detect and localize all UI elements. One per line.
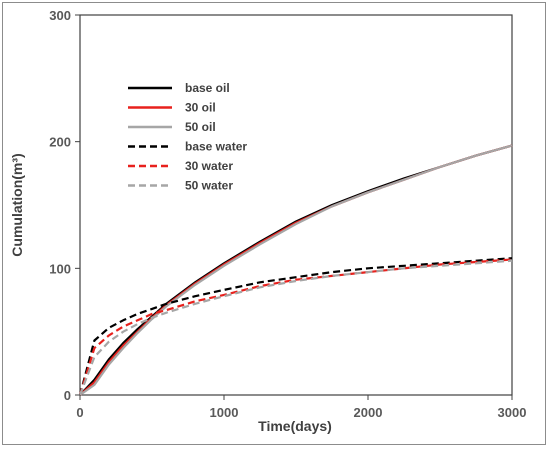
- tick-layer: 0 1000 2000 3000 0 100 200 300: [49, 8, 526, 420]
- series-line-4: [78, 257, 513, 396]
- x-axis-title: Time(days): [258, 418, 332, 434]
- plot-border: [79, 14, 513, 396]
- legend: base oil 30 oil 50 oil base water 30 water 50…: [128, 81, 247, 193]
- legend-label-4: base water: [185, 140, 247, 154]
- legend-label-1: base oil: [185, 81, 230, 95]
- series-line-2: [79, 144, 513, 396]
- legend-label-5: 30 water: [185, 159, 233, 173]
- series-line-3: [79, 144, 513, 396]
- x-tick-label: 0: [76, 405, 83, 420]
- legend-label-3: 50 oil: [185, 120, 216, 134]
- legend-label-6: 50 water: [185, 179, 233, 193]
- y-tick-label: 200: [49, 135, 71, 150]
- plot-area: [79, 14, 513, 396]
- chart-frame: [2, 2, 546, 445]
- y-tick-label: 100: [49, 261, 71, 276]
- x-tick-label: 2000: [354, 405, 383, 420]
- legend-label-2: 30 oil: [185, 101, 216, 115]
- series-line-1: [79, 144, 513, 396]
- y-axis-title: Cumulation(m³): [9, 153, 25, 256]
- x-tick-label: 1000: [210, 405, 239, 420]
- series-layer: [78, 144, 513, 396]
- y-tick-label: 300: [49, 8, 71, 23]
- series-line-6: [78, 259, 513, 396]
- x-tick-label: 3000: [498, 405, 527, 420]
- y-tick-label: 0: [64, 388, 71, 403]
